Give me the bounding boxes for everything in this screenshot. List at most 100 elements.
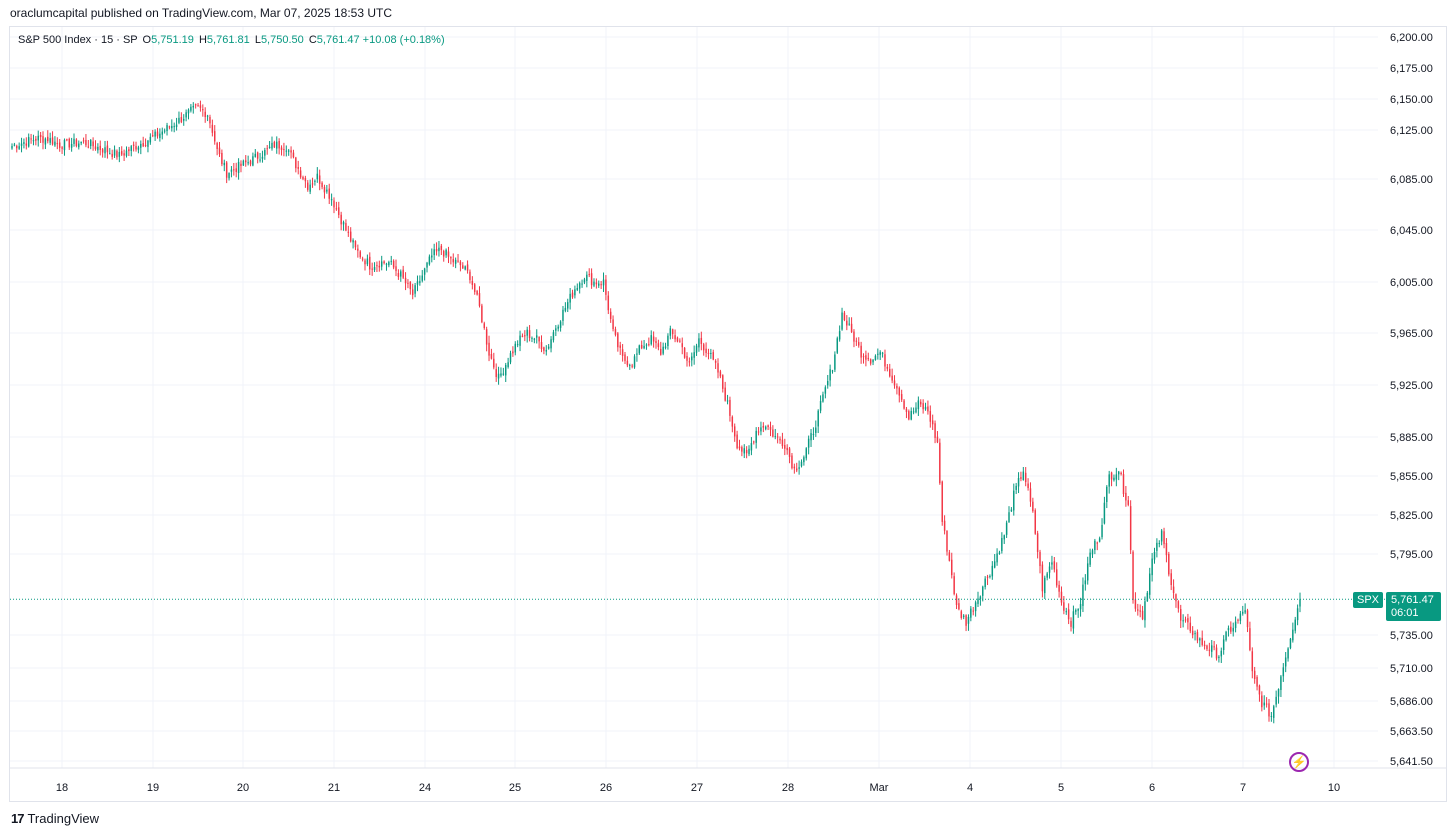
candle-body (35, 138, 37, 141)
candle-body (929, 411, 932, 422)
candle-body (130, 146, 132, 151)
candle-body (836, 338, 839, 353)
candle-body (1158, 543, 1161, 545)
price-tick-label: 5,855.00 (1390, 471, 1433, 483)
candle-body (626, 360, 629, 366)
candle-body (910, 410, 912, 420)
candle-body (631, 365, 633, 367)
time-tick-label: 28 (782, 782, 794, 794)
candle-body (1273, 706, 1275, 718)
candle-body (445, 249, 447, 256)
candle-body (452, 259, 454, 263)
low-value: 5,750.50 (260, 34, 304, 46)
candle-body (349, 231, 352, 242)
candle-body (483, 323, 486, 329)
lightning-icon[interactable]: ⚡ (1289, 752, 1309, 772)
candle-body (657, 343, 660, 348)
candle-body (772, 429, 774, 437)
candle-body (545, 350, 548, 352)
candle-body (404, 277, 407, 284)
candle-body (433, 249, 435, 256)
candle-body (285, 150, 288, 152)
candle-body (576, 288, 579, 290)
candle-body (488, 342, 490, 356)
candle-body (333, 200, 335, 208)
candle-body (101, 149, 104, 153)
candle-body (473, 284, 476, 292)
candle-body (147, 140, 149, 147)
candle-body (199, 105, 202, 108)
candle-body (185, 112, 187, 118)
candle-body (409, 281, 412, 290)
candle-body (722, 375, 724, 389)
candle-body (223, 162, 226, 166)
candle-body (977, 598, 979, 604)
candle-body (278, 140, 280, 149)
candle-body (867, 357, 870, 360)
candle-body (459, 261, 462, 266)
candle-body (256, 152, 259, 159)
candle-body (819, 400, 822, 411)
chart-frame[interactable] (9, 26, 1447, 802)
candle-body (967, 616, 970, 624)
candle-body (1275, 696, 1277, 705)
candle-body (328, 188, 330, 199)
candle-body (1170, 573, 1172, 585)
candle-body (123, 153, 125, 156)
candle-body (82, 140, 85, 142)
candle-body (946, 530, 948, 552)
candle-body (822, 394, 824, 402)
candle-body (116, 150, 118, 158)
candle-body (1182, 620, 1184, 622)
candle-body (578, 283, 581, 289)
candle-body (953, 576, 955, 595)
candle-body (733, 426, 736, 437)
candle-body (297, 167, 299, 169)
candle-body (931, 420, 934, 425)
candle-body (125, 150, 128, 156)
candle-body (774, 436, 776, 438)
candle-body (607, 295, 610, 311)
candle-body (1151, 558, 1153, 576)
candle-body (440, 245, 443, 251)
candle-body (936, 436, 939, 443)
candle-body (235, 168, 237, 172)
candle-body (862, 356, 865, 358)
candle-body (423, 268, 426, 275)
candle-body (104, 147, 106, 154)
candle-body (996, 553, 998, 563)
brand-name: TradingView (27, 811, 100, 826)
candle-body (1084, 580, 1087, 585)
candle-body (1242, 611, 1244, 614)
candle-body (1022, 471, 1025, 481)
candle-body (1227, 628, 1230, 631)
tradingview-brand[interactable]: 17 TradingView (11, 811, 99, 826)
candle-body (51, 137, 54, 145)
candle-body (643, 345, 645, 349)
candle-body (395, 266, 397, 272)
candle-body (900, 394, 903, 400)
candle-body (287, 150, 290, 152)
candle-body (533, 338, 536, 340)
candle-body (1261, 695, 1263, 708)
candle-body (552, 332, 555, 341)
candle-body (986, 576, 989, 578)
candle-body (307, 182, 309, 190)
candle-body (865, 355, 867, 360)
candle-body (194, 104, 197, 106)
candle-body (318, 175, 321, 184)
candle-body (702, 344, 705, 351)
price-tick-label: 5,925.00 (1390, 380, 1433, 392)
price-tick-label: 6,175.00 (1390, 63, 1433, 75)
price-tick-label: 5,825.00 (1390, 510, 1433, 522)
candle-body (1001, 538, 1003, 552)
candle-body (283, 149, 285, 151)
candle-body (302, 176, 304, 180)
candle-body (583, 279, 586, 283)
candle-body (25, 143, 28, 146)
candle-body (810, 433, 812, 441)
time-tick-label: 19 (147, 782, 159, 794)
candle-body (681, 343, 683, 348)
candle-body (590, 273, 593, 286)
